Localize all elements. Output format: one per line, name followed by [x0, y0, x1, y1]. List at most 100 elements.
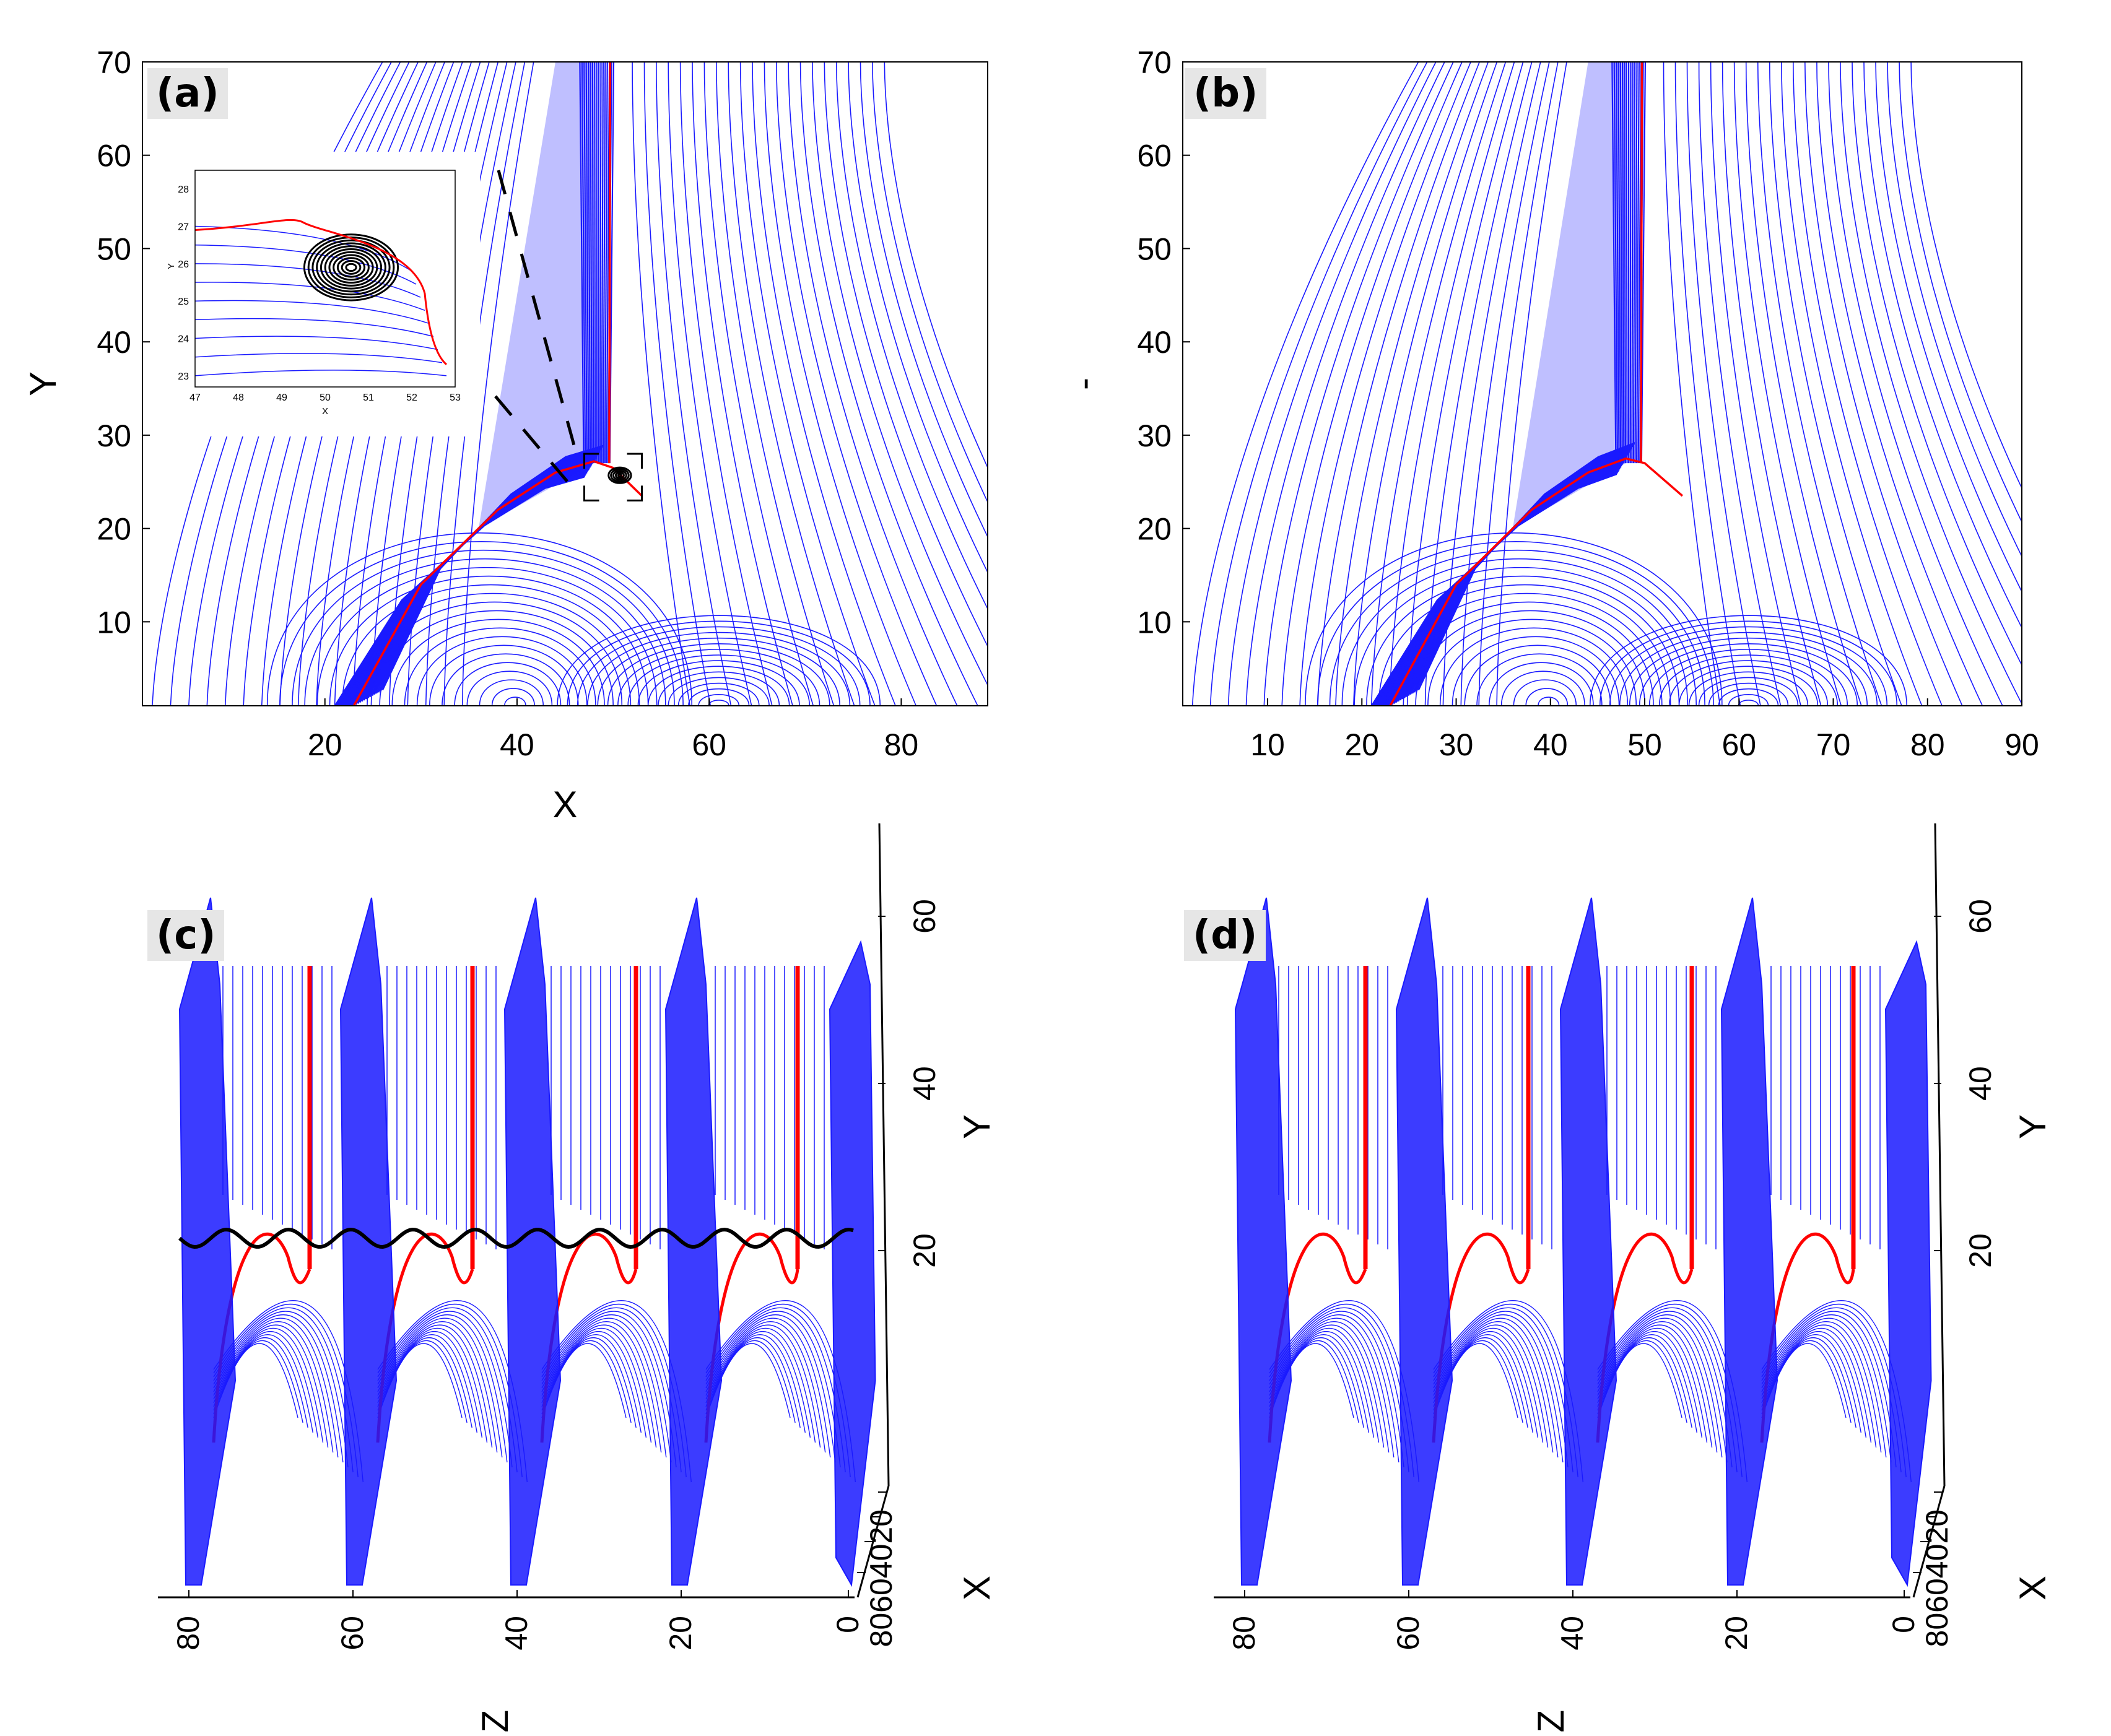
y-tick-label: 10 — [1137, 605, 1172, 640]
arcade-line — [377, 1317, 503, 1458]
arcade-line — [705, 1334, 806, 1433]
arcade-line — [668, 677, 770, 706]
current-sheet — [1632, 62, 1636, 464]
arcade-line — [391, 618, 605, 706]
current-sheet — [598, 62, 600, 464]
arcade-line — [708, 700, 729, 706]
z-tick-label: 0 — [830, 1616, 865, 1633]
field-line — [1757, 62, 1882, 706]
arcade-line — [1500, 671, 1585, 706]
field-line — [1887, 62, 2022, 558]
field-line — [632, 62, 690, 706]
zoom-box-corner — [583, 485, 599, 501]
inset-y-axis-label: Y — [166, 263, 176, 269]
inset-x-tick-label: 48 — [233, 393, 244, 403]
arcade-line — [377, 1327, 488, 1443]
y-tick-label: 60 — [907, 899, 942, 934]
arcade-line — [541, 1321, 662, 1453]
x-tick-label: 40 — [1533, 727, 1568, 762]
arcade-line — [1305, 532, 1723, 706]
y-tick-label: 40 — [1963, 1066, 1998, 1101]
arcade-line — [1433, 1317, 1559, 1458]
x-tick-label: 80 — [884, 727, 919, 762]
current-sheet — [1631, 62, 1634, 464]
inset-field-line — [194, 353, 443, 363]
arcade-line — [705, 1314, 836, 1463]
arcade-line — [1597, 1311, 1733, 1468]
current-sheet — [603, 62, 606, 464]
z-tick-label: 60 — [1391, 1616, 1425, 1651]
field-line — [1686, 62, 1761, 706]
arcade-line — [705, 1330, 811, 1438]
dense-sheet — [1559, 897, 1617, 1586]
y-tick-label: 40 — [97, 325, 131, 360]
current-sheet — [1635, 62, 1640, 464]
arcade-line — [541, 1311, 677, 1468]
field-line — [1281, 62, 1463, 706]
inset-y-tick-label: 26 — [178, 259, 189, 270]
arcade-line — [404, 627, 596, 706]
arcade-line — [647, 666, 790, 706]
arcade-line — [658, 671, 780, 706]
dense-sheet — [1395, 897, 1453, 1586]
arcade-line — [1329, 549, 1705, 706]
y-tick-label: 20 — [907, 1233, 942, 1268]
z-tick-label: 40 — [1555, 1616, 1590, 1651]
arcade-line — [1728, 694, 1769, 706]
arcade-line — [1597, 1330, 1703, 1438]
arcade-line — [316, 566, 658, 706]
x-tick-labels: 80604020 — [1920, 1509, 1954, 1647]
current-sheet — [604, 62, 608, 464]
arcade-line — [1761, 1317, 1887, 1458]
arcade-line — [1538, 697, 1560, 706]
inset-island-loop — [324, 248, 378, 287]
arcade-line — [377, 1324, 493, 1448]
y-tick-label: 50 — [1137, 232, 1172, 266]
dense-sheet — [664, 897, 723, 1586]
inset-x-tick-label: 49 — [276, 393, 287, 403]
arcade-line — [1668, 660, 1829, 706]
y-axis-label: - — [1063, 378, 1104, 390]
current-sheet — [1611, 62, 1617, 464]
current-sheet — [599, 62, 602, 464]
arcade-line — [213, 1321, 334, 1453]
inset-island-loop — [320, 245, 383, 290]
arcade-line — [587, 631, 851, 706]
zoom-connector — [497, 170, 580, 461]
arcade-line — [1761, 1324, 1877, 1448]
field-line — [860, 62, 988, 538]
arcade-line — [688, 688, 750, 706]
field-line — [692, 62, 793, 706]
inset-x-tick-label: 52 — [406, 393, 417, 403]
x-tick-label: 10 — [1250, 727, 1285, 762]
arcade-line — [577, 626, 861, 706]
arcade-line — [1433, 1307, 1573, 1473]
field-line — [1406, 62, 1524, 706]
arcade-line — [1738, 700, 1759, 706]
current-sheet — [1613, 62, 1619, 464]
y-tick-label: 40 — [907, 1066, 942, 1101]
field-line — [1899, 62, 2022, 523]
current-sheet — [583, 62, 588, 464]
arcade-line — [1433, 1324, 1549, 1448]
field-line — [1299, 62, 1471, 706]
axes-box — [1182, 61, 2022, 706]
inset-island-loop — [333, 254, 370, 281]
field-line — [1227, 62, 1437, 706]
arcade-line — [266, 532, 693, 706]
current-sheet — [581, 62, 586, 464]
field-line — [1245, 62, 1445, 706]
dense-band — [1417, 442, 1635, 691]
arcade-line — [377, 1330, 483, 1438]
panel-d-label: (d) — [1184, 910, 1266, 961]
dense-sheet — [1720, 897, 1778, 1586]
arcade-line — [442, 653, 570, 706]
field-line — [1263, 62, 1454, 706]
field-line — [824, 62, 988, 648]
arcade-line — [627, 654, 811, 706]
x-tick-label: 60 — [1721, 727, 1756, 762]
arcade-line — [1658, 654, 1839, 706]
z-tick-label: 60 — [335, 1616, 370, 1651]
x-axis-label: X — [2012, 1576, 2053, 1600]
arcade-line — [1629, 637, 1868, 706]
